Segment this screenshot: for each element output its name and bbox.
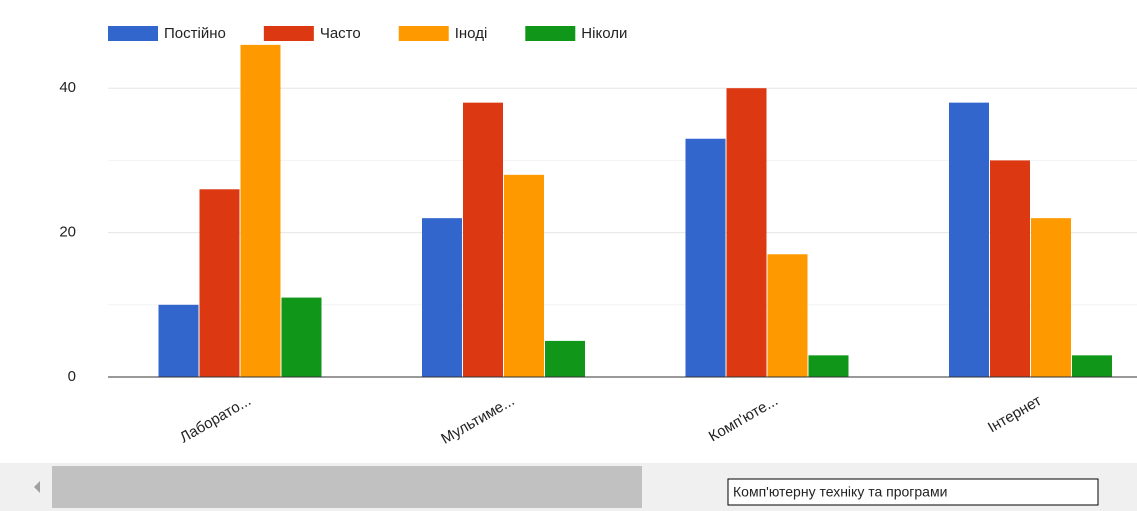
bar <box>463 102 503 377</box>
bar <box>808 355 849 377</box>
y-tick-label: 20 <box>59 224 76 241</box>
y-tick-label: 0 <box>68 368 76 385</box>
y-tick-label: 40 <box>59 79 76 96</box>
legend-label: Часто <box>320 25 361 42</box>
tooltip-box <box>727 478 1099 506</box>
legend-swatch <box>398 26 449 41</box>
bar <box>240 44 281 377</box>
bar <box>726 88 767 377</box>
legend-swatch <box>263 26 314 41</box>
bar <box>949 102 989 377</box>
scroll-left-arrow[interactable] <box>34 481 40 493</box>
legend-swatch <box>525 26 576 41</box>
bar <box>422 218 462 377</box>
bar <box>199 189 240 377</box>
tooltip: Комп'ютерну техніку та програми <box>733 484 947 500</box>
bar <box>1072 355 1112 377</box>
bar <box>767 254 808 377</box>
bar <box>504 174 544 377</box>
bar <box>281 297 322 377</box>
bar <box>685 138 726 377</box>
legend-swatch <box>108 26 158 41</box>
bar <box>1031 218 1071 377</box>
bar <box>990 160 1030 377</box>
legend-label: Ніколи <box>581 25 627 42</box>
bar <box>545 340 585 377</box>
scrollbar-thumb[interactable] <box>52 466 642 508</box>
legend-label: Іноді <box>455 25 488 42</box>
legend-label: Постійно <box>164 25 226 42</box>
bar <box>158 304 199 377</box>
